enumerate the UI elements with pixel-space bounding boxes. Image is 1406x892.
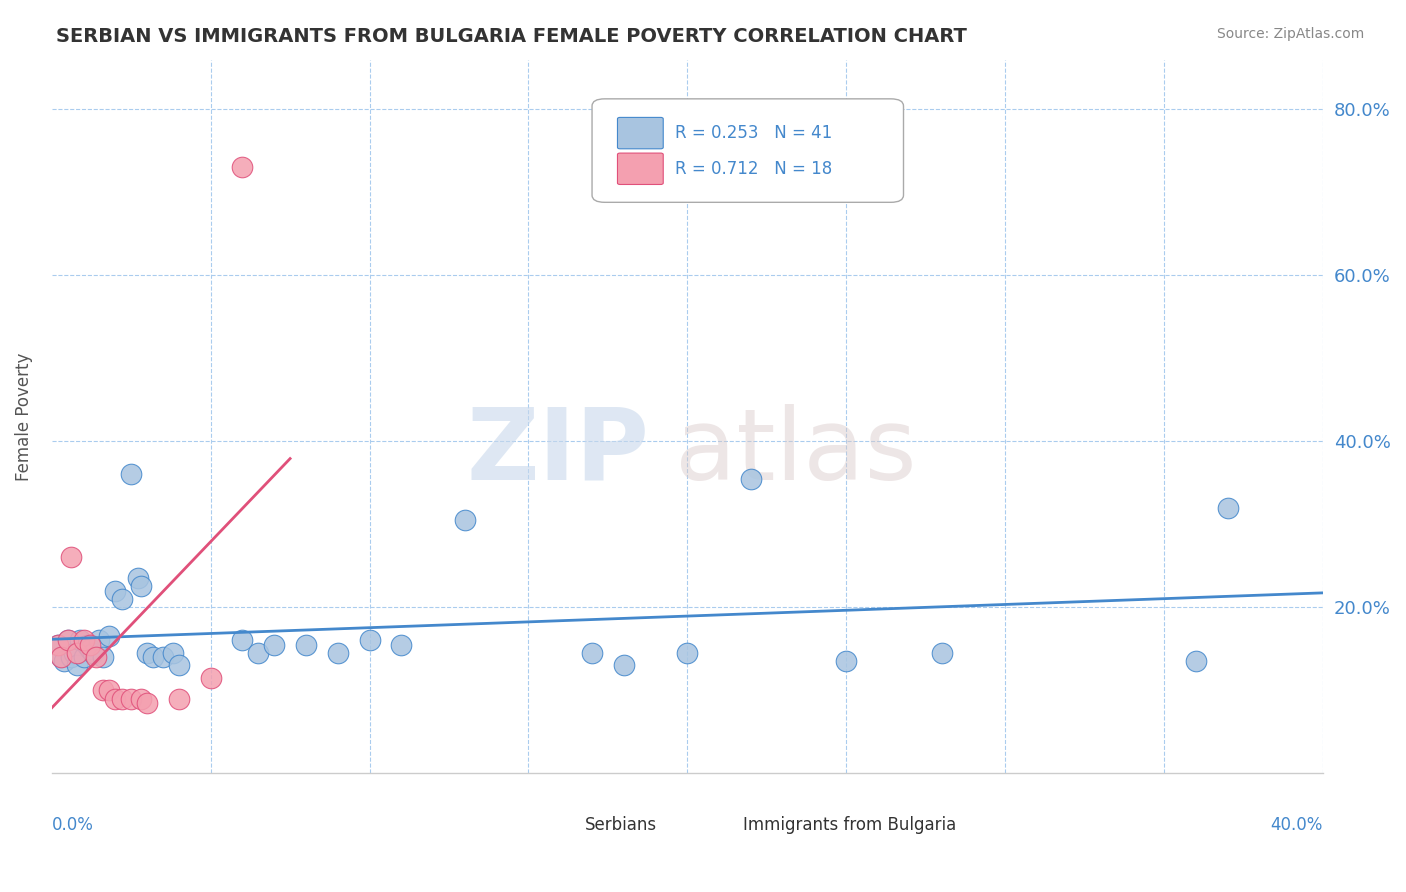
Text: R = 0.712   N = 18: R = 0.712 N = 18 [675, 160, 832, 178]
Point [91, 650, 114, 665]
Point [676, 646, 699, 660]
Point [247, 646, 270, 660]
FancyBboxPatch shape [538, 815, 576, 837]
Point [69, 633, 91, 648]
Text: Immigrants from Bulgaria: Immigrants from Bulgaria [744, 816, 956, 834]
Point [263, 638, 285, 652]
Text: Source: ZipAtlas.com: Source: ZipAtlas.com [1216, 27, 1364, 41]
Point [129, 580, 152, 594]
Text: atlas: atlas [675, 403, 917, 500]
Point [120, 467, 142, 482]
Point [46, 638, 69, 652]
Point [152, 650, 174, 665]
Point [167, 658, 190, 673]
FancyBboxPatch shape [617, 153, 664, 185]
Point [136, 646, 159, 660]
Point [79, 638, 101, 652]
Point [51, 650, 73, 665]
Point [389, 638, 412, 652]
Point [129, 691, 152, 706]
Point [162, 646, 184, 660]
Point [740, 472, 762, 486]
Point [835, 654, 858, 668]
Point [51, 650, 73, 665]
Text: ZIP: ZIP [467, 403, 650, 500]
FancyBboxPatch shape [617, 118, 664, 149]
Point [72, 633, 94, 648]
Text: SERBIAN VS IMMIGRANTS FROM BULGARIA FEMALE POVERTY CORRELATION CHART: SERBIAN VS IMMIGRANTS FROM BULGARIA FEMA… [56, 27, 967, 45]
Point [76, 638, 98, 652]
Point [66, 658, 89, 673]
Point [931, 646, 953, 660]
FancyBboxPatch shape [697, 815, 735, 837]
Point [53, 654, 76, 668]
Text: 0.0%: 0.0% [52, 816, 94, 834]
Text: 40.0%: 40.0% [1271, 816, 1323, 834]
Point [104, 691, 127, 706]
Y-axis label: Female Poverty: Female Poverty [15, 352, 32, 481]
Point [359, 633, 381, 648]
Point [111, 691, 134, 706]
Point [104, 583, 127, 598]
Point [82, 646, 104, 660]
Point [167, 691, 190, 706]
Point [59, 550, 82, 565]
Point [326, 646, 349, 660]
Point [56, 633, 79, 648]
Point [613, 658, 636, 673]
Point [79, 641, 101, 656]
Point [91, 683, 114, 698]
Point [136, 696, 159, 710]
Point [63, 646, 86, 660]
Text: R = 0.253   N = 41: R = 0.253 N = 41 [675, 124, 832, 142]
Point [454, 513, 477, 527]
Point [231, 633, 253, 648]
Text: Serbians: Serbians [585, 816, 657, 834]
Point [66, 646, 89, 660]
Point [72, 650, 94, 665]
Point [581, 646, 603, 660]
Point [97, 629, 120, 643]
FancyBboxPatch shape [592, 99, 904, 202]
Point [200, 671, 222, 685]
Point [231, 161, 253, 175]
Point [46, 638, 69, 652]
Point [120, 691, 142, 706]
Point [56, 633, 79, 648]
Point [1185, 654, 1208, 668]
Point [111, 591, 134, 606]
Point [97, 683, 120, 698]
Point [142, 650, 165, 665]
Point [1216, 500, 1239, 515]
Point [89, 633, 111, 648]
Point [295, 638, 318, 652]
Point [127, 571, 149, 585]
Point [84, 650, 107, 665]
Point [59, 650, 82, 665]
